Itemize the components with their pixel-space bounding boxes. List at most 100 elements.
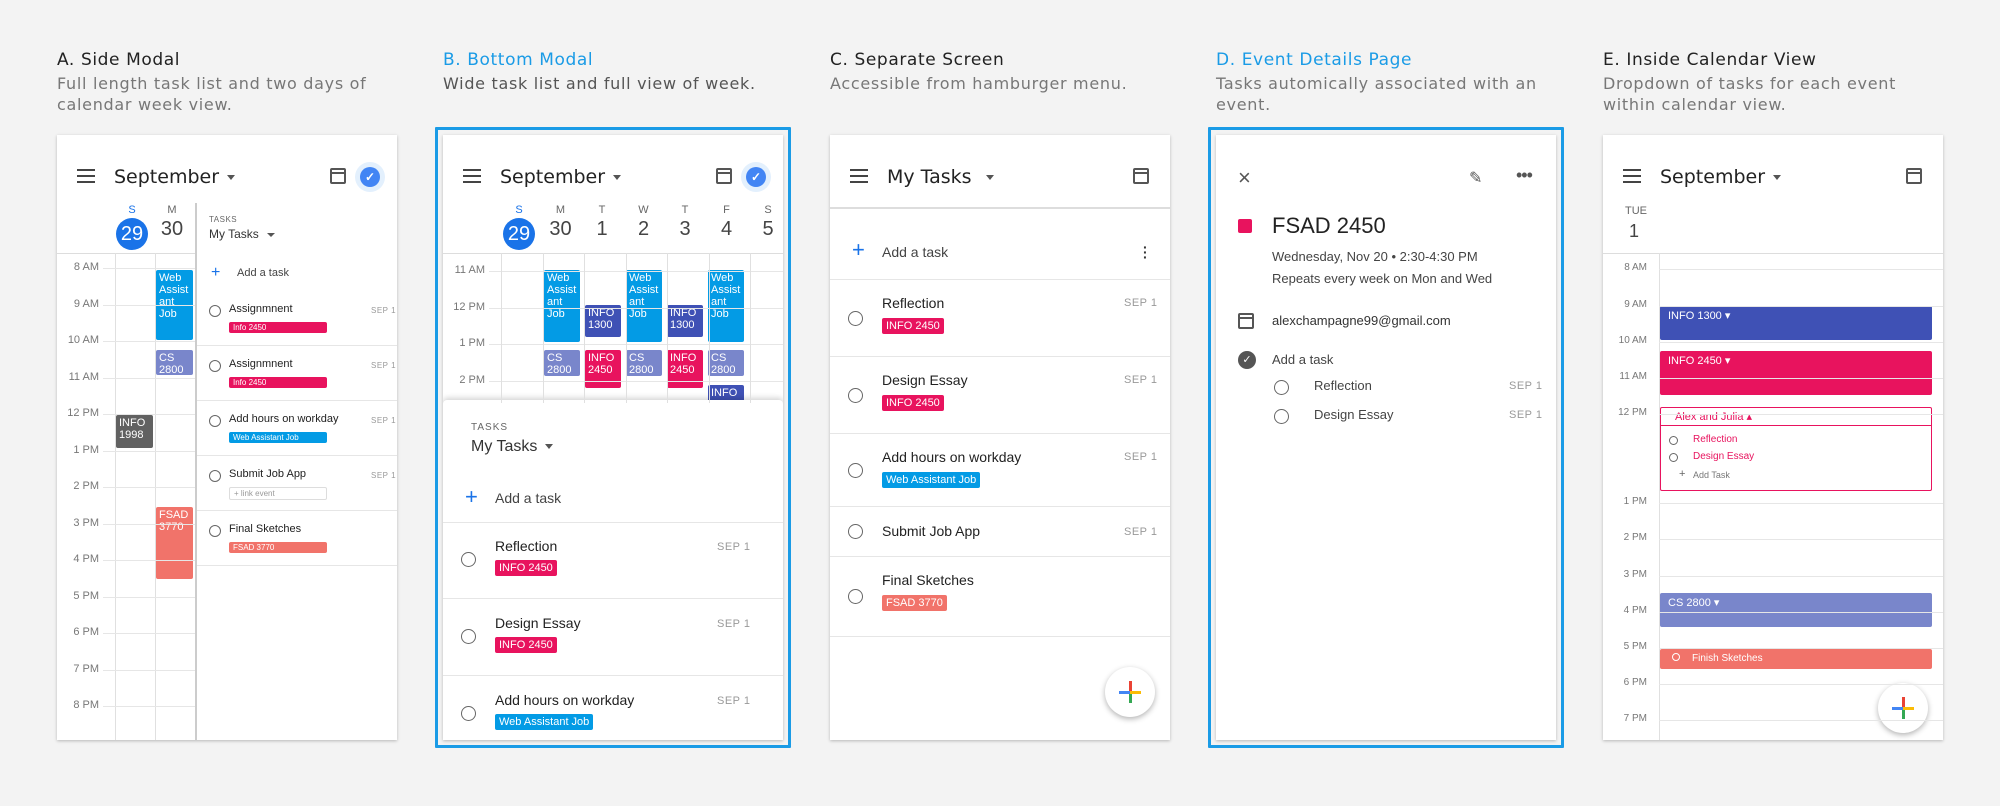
add-task-button[interactable]: Add a task: [882, 244, 949, 260]
more-vertical-icon[interactable]: · · ·: [1143, 239, 1148, 265]
event-alex-julia-expanded[interactable]: Alex and Julia ▴ Reflection Design Essay…: [1660, 407, 1932, 491]
task-row[interactable]: Assignmnent SEP 1 Info 2450: [197, 346, 397, 401]
hamburger-icon[interactable]: [850, 169, 868, 183]
task-row[interactable]: Add hours on workday SEP 1 Web Assistant J…: [443, 676, 783, 740]
task-name[interactable]: Reflection: [1314, 378, 1372, 393]
event-web-assistant[interactable]: Web Assist ant Job: [544, 270, 580, 342]
tasks-toggle-icon[interactable]: ✓: [741, 162, 771, 192]
close-icon[interactable]: ×: [1238, 165, 1251, 190]
task-row[interactable]: Reflection SEP 1 INFO 2450: [830, 280, 1170, 357]
add-task-button[interactable]: Add a task: [1272, 352, 1334, 367]
task-checkbox[interactable]: [209, 305, 221, 317]
sub-add-task-button[interactable]: Add Task: [1693, 470, 1730, 480]
event-info1300[interactable]: INFO 1300: [585, 305, 621, 337]
hamburger-icon[interactable]: [77, 169, 95, 183]
sub-task[interactable]: Reflection: [1693, 434, 1738, 445]
task-row[interactable]: Final Sketches FSAD 3770: [830, 557, 1170, 637]
event-tag[interactable]: INFO 2450: [495, 560, 557, 576]
event-tag[interactable]: INFO 2450: [882, 395, 944, 411]
task-row[interactable]: Design Essay SEP 1 INFO 2450: [443, 599, 783, 676]
event-tag[interactable]: + link event: [229, 487, 327, 500]
event-info1998[interactable]: INFO 1998: [116, 415, 153, 448]
task-checkbox[interactable]: [848, 311, 863, 326]
event-tag[interactable]: Web Assistant Job: [495, 714, 594, 730]
add-fab-button[interactable]: [1878, 683, 1928, 733]
tasks-toggle-icon[interactable]: ✓: [355, 162, 385, 192]
task-checkbox[interactable]: [848, 463, 863, 478]
task-row[interactable]: Add hours on workday SEP 1 Web Assistant J…: [830, 434, 1170, 507]
calendar-icon[interactable]: [716, 168, 732, 184]
task-list-dropdown[interactable]: My Tasks: [887, 166, 994, 188]
event-cs2800[interactable]: CS 2800: [544, 350, 580, 376]
task-row[interactable]: Submit Job App SEP 1 + link event: [197, 456, 397, 511]
calendar-icon[interactable]: [1906, 168, 1922, 184]
event-web-assistant[interactable]: Web Assist ant Job: [708, 270, 744, 342]
day-number[interactable]: 1: [1629, 221, 1640, 241]
task-row[interactable]: Design Essay SEP 1 INFO 2450: [830, 357, 1170, 434]
calendar-icon[interactable]: [330, 168, 346, 184]
sub-task[interactable]: Design Essay: [1693, 451, 1755, 462]
task-row[interactable]: Assignmnent SEP 1 Info 2450: [197, 291, 397, 346]
task-row[interactable]: Add hours on workday SEP 1 Web Assistant J…: [197, 401, 397, 456]
event-cs2800[interactable]: CS 2800: [626, 350, 662, 376]
task-checkbox[interactable]: [461, 629, 476, 644]
task-checkbox[interactable]: [848, 589, 863, 604]
day-header[interactable]: S 29: [115, 204, 149, 250]
event-tag[interactable]: INFO 2450: [882, 318, 944, 334]
event-tag[interactable]: Info 2450: [229, 322, 327, 333]
task-checkbox[interactable]: [1274, 409, 1289, 424]
event-cs2800[interactable]: CS 2800 ▾: [1660, 593, 1932, 627]
event-tag[interactable]: INFO 2450: [495, 637, 557, 653]
tasks-list-dropdown[interactable]: My Tasks: [471, 438, 554, 456]
task-name[interactable]: Design Essay: [1314, 407, 1394, 422]
event-tag[interactable]: FSAD 3770: [882, 595, 947, 611]
month-dropdown[interactable]: September: [1660, 166, 1782, 188]
task-row[interactable]: Final Sketches FSAD 3770: [197, 511, 397, 566]
event-info1300[interactable]: INFO 1300 ▾: [1660, 306, 1932, 340]
add-fab-button[interactable]: [1105, 667, 1155, 717]
task-checkbox[interactable]: [1274, 380, 1289, 395]
task-checkbox[interactable]: [461, 706, 476, 721]
edit-pencil-icon[interactable]: ✎: [1469, 170, 1483, 187]
task-row[interactable]: Submit Job App SEP 1: [830, 507, 1170, 557]
month-dropdown[interactable]: September: [114, 166, 236, 188]
task-checkbox[interactable]: [848, 388, 863, 403]
event-alex-julia-header[interactable]: Alex and Julia ▴: [1661, 408, 1931, 426]
task-checkbox[interactable]: [848, 524, 863, 539]
task-checkbox[interactable]: [461, 552, 476, 567]
event-finish-sketches[interactable]: Finish Sketches: [1660, 649, 1932, 669]
event-info2450[interactable]: INFO 2450: [585, 350, 621, 388]
add-task-button[interactable]: Add a task: [495, 490, 562, 506]
event-info2450[interactable]: INFO 2450: [667, 350, 703, 388]
event-cs2800[interactable]: CS 2800: [708, 350, 744, 376]
task-checkbox[interactable]: [209, 525, 221, 537]
tasks-list-dropdown[interactable]: My Tasks: [209, 227, 275, 241]
day-header[interactable]: M 30: [160, 204, 184, 240]
event-info2450[interactable]: INFO 2450 ▾: [1660, 351, 1932, 395]
day-header[interactable]: S 29: [502, 204, 536, 250]
task-row[interactable]: Reflection SEP 1 INFO 2450: [443, 522, 783, 599]
event-fsad3770[interactable]: FSAD 3770: [156, 507, 193, 579]
event-info1300[interactable]: INFO 1300: [667, 305, 703, 337]
day-header[interactable]: M 30: [544, 204, 578, 241]
task-checkbox[interactable]: [209, 470, 221, 482]
event-cs2800[interactable]: CS 2800: [156, 350, 193, 375]
event-web-assistant[interactable]: Web Assist ant Job: [626, 270, 662, 342]
event-tag[interactable]: Web Assistant Job: [229, 432, 327, 443]
add-task-button[interactable]: Add a task: [237, 267, 289, 279]
event-tag[interactable]: Info 2450: [229, 377, 327, 388]
month-dropdown[interactable]: September: [500, 166, 622, 188]
calendar-icon[interactable]: [1133, 168, 1149, 184]
event-tag[interactable]: FSAD 3770: [229, 542, 327, 553]
more-horizontal-icon[interactable]: •••: [1516, 165, 1533, 185]
event-tag[interactable]: Web Assistant Job: [882, 472, 981, 488]
hamburger-icon[interactable]: [1623, 169, 1641, 183]
hamburger-icon[interactable]: [463, 169, 481, 183]
task-checkbox[interactable]: [209, 415, 221, 427]
task-checkbox[interactable]: [209, 360, 221, 372]
